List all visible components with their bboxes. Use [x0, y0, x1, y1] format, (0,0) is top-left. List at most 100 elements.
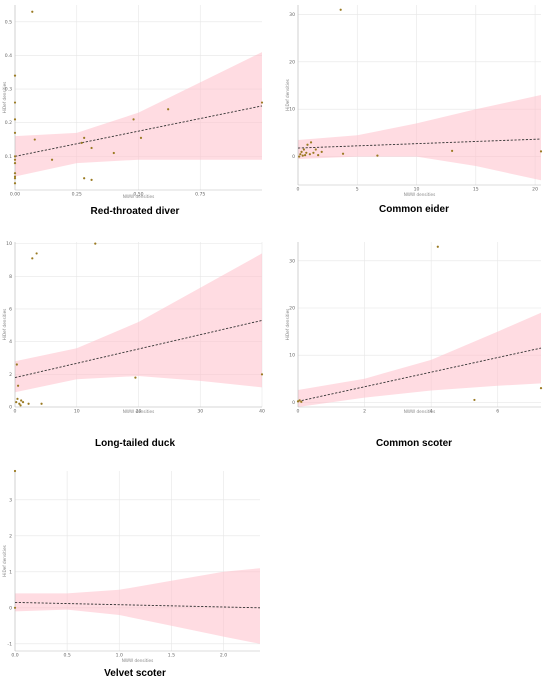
data-point: [305, 151, 308, 154]
data-point: [376, 154, 379, 157]
y-axis-label: HiDef densities: [285, 309, 290, 341]
y-tick-label: -1: [7, 641, 12, 647]
y-tick-label: 0: [9, 405, 12, 411]
data-point: [13, 74, 17, 77]
x-tick-label: 0.75: [195, 192, 205, 198]
x-tick-label: 2: [363, 409, 366, 415]
data-point: [83, 136, 86, 139]
x-axis-label: NWW densities: [404, 192, 436, 197]
y-tick-label: 0.2: [5, 120, 12, 126]
data-point: [13, 118, 17, 121]
y-tick-label: 0: [292, 400, 295, 406]
data-point: [300, 400, 303, 403]
chart-title: Long-tailed duck: [95, 438, 175, 449]
data-point: [13, 182, 17, 185]
x-tick-label: 5: [356, 187, 359, 193]
data-point: [473, 398, 476, 402]
data-point: [15, 400, 18, 404]
x-tick-label: 1.0: [116, 653, 123, 659]
trend-line: [297, 138, 542, 149]
y-tick-label: 0.5: [5, 19, 12, 25]
y-tick-label: 0.3: [5, 87, 12, 93]
trend-line: [14, 601, 261, 609]
data-point: [16, 397, 19, 400]
y-tick-label: 1: [9, 569, 12, 575]
chart-panel-velvet-scoter: 0.0 0.5 1.0 1.5 2.0 -1 0 1 2 3 NWW densities HiDef …: [0, 466, 270, 686]
x-tick-label: 6: [496, 409, 499, 415]
data-point: [33, 138, 36, 141]
chart-red-throated-diver: 0.00 0.25 0.50 0.75 0.1 0.2 0.3 0.4 0.5 NWW densi…: [2, 5, 264, 199]
y-tick-label: 0: [9, 605, 12, 611]
x-axis-label: NWW densities: [123, 194, 155, 199]
y-tick-label: 10: [289, 107, 295, 113]
x-tick-label: 0.00: [10, 192, 20, 198]
data-point: [13, 161, 17, 165]
data-point: [298, 399, 301, 402]
y-axis-label: HiDef densities: [2, 309, 7, 341]
chart-panel-long-tailed-duck: 0 10 20 30 40 0 2 4 6 8 10 NWW densities HiDef densi…: [0, 237, 270, 457]
chart-common-eider: 0 5 10 15 20 0 10 20 30 NWW densities HiDef densit…: [285, 5, 543, 197]
chart-common-scoter: 0 2 4 6 0 10 20 30 NWW densities HiDef densities: [285, 242, 543, 415]
data-point: [13, 469, 17, 473]
confidence-band: [298, 95, 541, 181]
data-point: [40, 402, 43, 405]
chart-title: Common scoter: [375, 438, 453, 449]
data-point: [450, 149, 454, 152]
confidence-band: [15, 568, 260, 644]
chart-panel-common-scoter: 0 2 4 6 0 10 20 30 NWW densities HiDef densities …: [279, 237, 549, 457]
chart-velvet-scoter: 0.0 0.5 1.0 1.5 2.0 -1 0 1 2 3 NWW densities HiDef …: [2, 469, 261, 663]
data-point: [314, 148, 317, 151]
x-tick-label: 0.25: [72, 192, 82, 198]
data-point: [50, 158, 54, 161]
chart-long-tailed-duck: 0 10 20 30 40 0 2 4 6 8 10 NWW densities HiDef densi…: [2, 241, 265, 415]
data-point: [312, 151, 315, 154]
data-point: [13, 177, 17, 180]
confidence-band: [15, 253, 262, 393]
chart-title: Red-throated diver: [90, 206, 180, 217]
data-point: [13, 175, 17, 178]
data-point: [83, 177, 86, 180]
trend-line: [297, 347, 542, 402]
y-axis-label: HiDef densities: [2, 545, 7, 577]
y-tick-label: 0.1: [5, 154, 12, 160]
data-point: [31, 257, 34, 260]
data-point: [80, 141, 83, 145]
x-tick-label: 15: [473, 187, 479, 193]
y-tick-label: 4: [9, 339, 12, 345]
data-point: [539, 387, 543, 390]
confidence-band: [298, 312, 541, 407]
y-tick-label: 6: [9, 306, 12, 312]
x-tick-label: 4: [430, 409, 433, 415]
x-tick-label: 1.5: [168, 653, 175, 659]
data-point: [134, 376, 137, 379]
data-point: [13, 158, 17, 161]
data-point: [13, 172, 17, 175]
data-point: [339, 8, 342, 11]
y-tick-label: 30: [289, 258, 295, 264]
data-point: [320, 150, 323, 153]
y-tick-label: 2: [9, 533, 12, 539]
y-tick-label: 10: [289, 353, 295, 359]
data-point: [15, 363, 18, 366]
chart-panel-common-eider: 0 5 10 15 20 0 10 20 30 NWW densities HiDef densit…: [279, 0, 549, 220]
y-tick-label: 20: [289, 59, 295, 65]
data-point: [167, 108, 170, 111]
chart-title: Velvet scoter: [104, 668, 166, 679]
data-point: [13, 131, 17, 134]
data-point: [132, 118, 135, 121]
data-point: [18, 402, 21, 405]
x-tick-label: 0: [297, 409, 300, 415]
trend-line: [14, 105, 263, 157]
data-point: [13, 606, 17, 609]
x-axis-label: NWW densities: [123, 409, 155, 414]
data-point: [90, 146, 93, 150]
data-point: [90, 178, 93, 182]
data-point: [139, 136, 143, 139]
data-point: [16, 384, 20, 387]
x-tick-label: 0: [297, 187, 300, 193]
x-tick-label: 20: [532, 187, 538, 193]
data-point: [341, 152, 345, 155]
y-tick-label: 20: [289, 306, 295, 312]
x-tick-label: 10: [74, 409, 80, 415]
data-point: [31, 10, 34, 13]
